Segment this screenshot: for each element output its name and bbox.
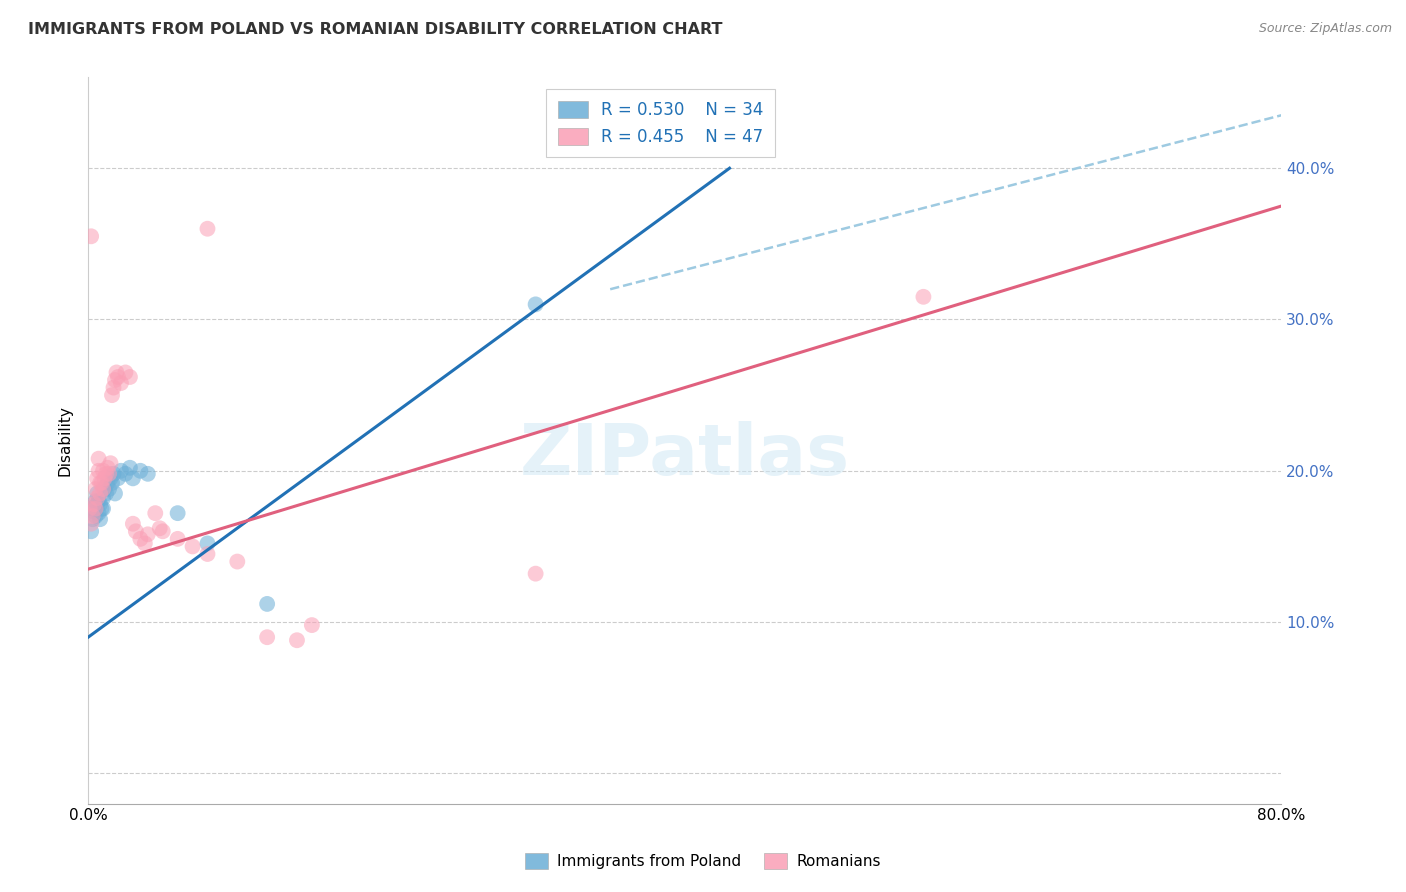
Point	[136, 467, 159, 481]
Y-axis label: Disability: Disability	[58, 405, 72, 476]
Point	[256, 597, 278, 611]
Point	[87, 464, 110, 478]
Point	[103, 381, 125, 395]
Point	[91, 491, 114, 505]
Point	[91, 464, 114, 478]
Point	[82, 509, 104, 524]
Point	[79, 501, 101, 516]
Point	[226, 555, 249, 569]
Point	[86, 497, 108, 511]
Point	[101, 475, 124, 490]
Point	[118, 370, 141, 384]
Point	[83, 497, 105, 511]
Point	[93, 482, 115, 496]
Point	[94, 467, 117, 481]
Text: ZIPatlas: ZIPatlas	[520, 420, 849, 490]
Point	[197, 547, 219, 561]
Point	[84, 501, 107, 516]
Point	[80, 516, 103, 531]
Point	[114, 366, 136, 380]
Point	[301, 618, 323, 632]
Point	[149, 521, 172, 535]
Point	[98, 482, 121, 496]
Point	[104, 486, 127, 500]
Point	[114, 467, 136, 481]
Point	[84, 482, 107, 496]
Point	[93, 471, 115, 485]
Point	[125, 524, 148, 539]
Point	[134, 536, 156, 550]
Point	[912, 290, 935, 304]
Point	[122, 516, 145, 531]
Point	[96, 460, 118, 475]
Point	[87, 451, 110, 466]
Point	[86, 486, 108, 500]
Text: IMMIGRANTS FROM POLAND VS ROMANIAN DISABILITY CORRELATION CHART: IMMIGRANTS FROM POLAND VS ROMANIAN DISAB…	[28, 22, 723, 37]
Point	[103, 467, 125, 481]
Point	[89, 486, 111, 500]
Point	[89, 497, 111, 511]
Point	[84, 494, 107, 508]
Point	[107, 471, 129, 485]
Point	[110, 464, 132, 478]
Point	[256, 630, 278, 644]
Point	[89, 475, 111, 490]
Point	[83, 505, 105, 519]
Point	[118, 460, 141, 475]
Point	[80, 229, 103, 244]
Point	[122, 471, 145, 485]
Point	[84, 509, 107, 524]
Point	[89, 512, 111, 526]
Point	[166, 506, 188, 520]
Point	[285, 633, 308, 648]
Point	[181, 540, 204, 554]
Point	[90, 501, 112, 516]
Point	[86, 491, 108, 505]
Point	[91, 501, 114, 516]
Point	[91, 482, 114, 496]
Point	[79, 501, 101, 516]
Point	[80, 524, 103, 539]
Point	[105, 366, 128, 380]
Point	[98, 467, 121, 481]
Legend: Immigrants from Poland, Romanians: Immigrants from Poland, Romanians	[519, 847, 887, 875]
Legend: R = 0.530    N = 34, R = 0.455    N = 47: R = 0.530 N = 34, R = 0.455 N = 47	[547, 89, 776, 157]
Point	[524, 297, 547, 311]
Point	[110, 376, 132, 390]
Point	[87, 506, 110, 520]
Point	[143, 506, 166, 520]
Point	[197, 221, 219, 235]
Point	[197, 536, 219, 550]
Point	[86, 471, 108, 485]
Point	[87, 494, 110, 508]
Point	[101, 388, 124, 402]
Point	[94, 486, 117, 500]
Point	[104, 373, 127, 387]
Point	[100, 456, 122, 470]
Point	[107, 370, 129, 384]
Point	[96, 475, 118, 490]
Point	[90, 475, 112, 490]
Point	[129, 464, 152, 478]
Point	[166, 532, 188, 546]
Text: Source: ZipAtlas.com: Source: ZipAtlas.com	[1258, 22, 1392, 36]
Point	[524, 566, 547, 581]
Point	[129, 532, 152, 546]
Point	[152, 524, 174, 539]
Point	[82, 512, 104, 526]
Point	[100, 471, 122, 485]
Point	[136, 527, 159, 541]
